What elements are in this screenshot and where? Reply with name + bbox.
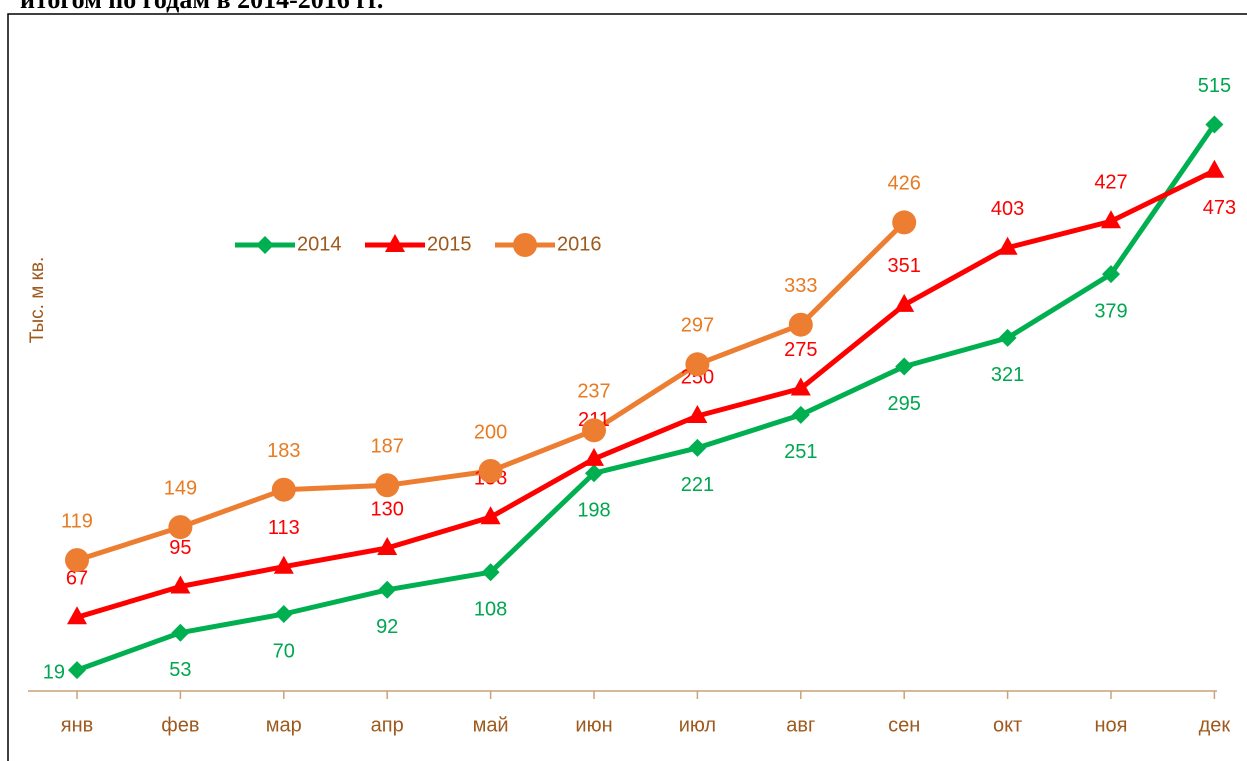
legend-marker (256, 236, 274, 254)
data-point (1101, 210, 1121, 229)
legend-label: 2014 (297, 233, 342, 255)
data-point (65, 548, 89, 573)
data-label: 403 (991, 198, 1024, 220)
data-point (585, 464, 603, 483)
data-label: 251 (784, 441, 817, 463)
data-label: 95 (169, 537, 191, 559)
data-label: 108 (474, 598, 507, 620)
data-point (788, 312, 813, 337)
data-point (894, 293, 915, 312)
data-label: 67 (66, 568, 88, 590)
data-label: 379 (1094, 300, 1127, 322)
data-point (171, 623, 190, 642)
data-point (998, 328, 1017, 347)
data-point (687, 405, 708, 423)
data-label: 119 (61, 510, 93, 532)
data-label: 515 (1198, 75, 1231, 97)
data-point (1102, 265, 1120, 284)
data-label: 351 (888, 255, 921, 277)
data-point (997, 236, 1018, 255)
data-point (67, 606, 87, 625)
data-label: 473 (1203, 197, 1236, 219)
data-point (584, 447, 604, 466)
data-label: 333 (784, 275, 817, 297)
data-point (274, 605, 293, 623)
data-label: 70 (273, 640, 295, 662)
legend-label: 2016 (557, 233, 602, 255)
data-point (375, 473, 400, 498)
data-label: 237 (577, 381, 610, 403)
data-label: 183 (267, 440, 300, 462)
series-line (76, 123, 1217, 673)
data-point (68, 661, 86, 680)
data-label: 130 (371, 498, 404, 520)
chart-frame (7, 13, 1247, 761)
data-point (273, 555, 294, 574)
data-label: 200 (474, 421, 507, 443)
x-tick-label: ноя (1095, 714, 1128, 736)
data-point (685, 352, 710, 377)
data-label: 113 (268, 517, 300, 539)
data-label: 149 (164, 477, 197, 499)
legend-marker (385, 234, 405, 252)
data-label: 92 (376, 616, 398, 638)
data-label: 19 (43, 661, 65, 683)
y-axis-label: Тыс. м кв. (27, 257, 48, 344)
data-point (271, 477, 296, 502)
data-point (582, 418, 606, 443)
data-point (480, 506, 501, 525)
x-tick-label: янв (61, 714, 94, 736)
data-point (1205, 115, 1224, 134)
data-point (791, 405, 810, 424)
data-point (688, 438, 707, 457)
data-point (170, 575, 191, 594)
data-label: 53 (169, 659, 191, 681)
data-point (481, 563, 500, 582)
x-tick-label: мар (266, 714, 302, 736)
data-point (1204, 159, 1225, 178)
data-point (478, 459, 503, 483)
x-tick-label: апр (371, 714, 404, 736)
data-label: 426 (888, 173, 921, 195)
x-tick-label: фев (161, 714, 199, 736)
legend-label: 2015 (427, 233, 472, 255)
data-point (168, 515, 193, 540)
data-label: 198 (577, 499, 610, 521)
x-tick-label: окт (993, 714, 1022, 736)
data-label: 187 (371, 436, 404, 458)
data-label: 427 (1094, 172, 1127, 194)
data-label: 221 (681, 474, 714, 496)
chart-title: итогом по годам в 2014-2016 гг. (20, 0, 383, 14)
data-label: 275 (784, 339, 817, 361)
x-tick-label: июл (679, 714, 716, 736)
data-point (377, 537, 398, 555)
data-point (790, 377, 811, 396)
x-tick-label: авг (786, 714, 815, 736)
data-point (895, 357, 914, 376)
data-point (378, 580, 397, 599)
x-tick-label: июн (575, 714, 612, 736)
data-label: 321 (991, 364, 1024, 386)
x-tick-label: сен (888, 714, 920, 736)
data-label: 297 (681, 315, 714, 337)
series-line (76, 168, 1216, 620)
legend-marker (513, 233, 537, 257)
x-tick-label: май (473, 714, 509, 736)
data-point (892, 210, 917, 235)
data-label: 295 (888, 393, 921, 415)
x-tick-label: дек (1199, 714, 1231, 736)
